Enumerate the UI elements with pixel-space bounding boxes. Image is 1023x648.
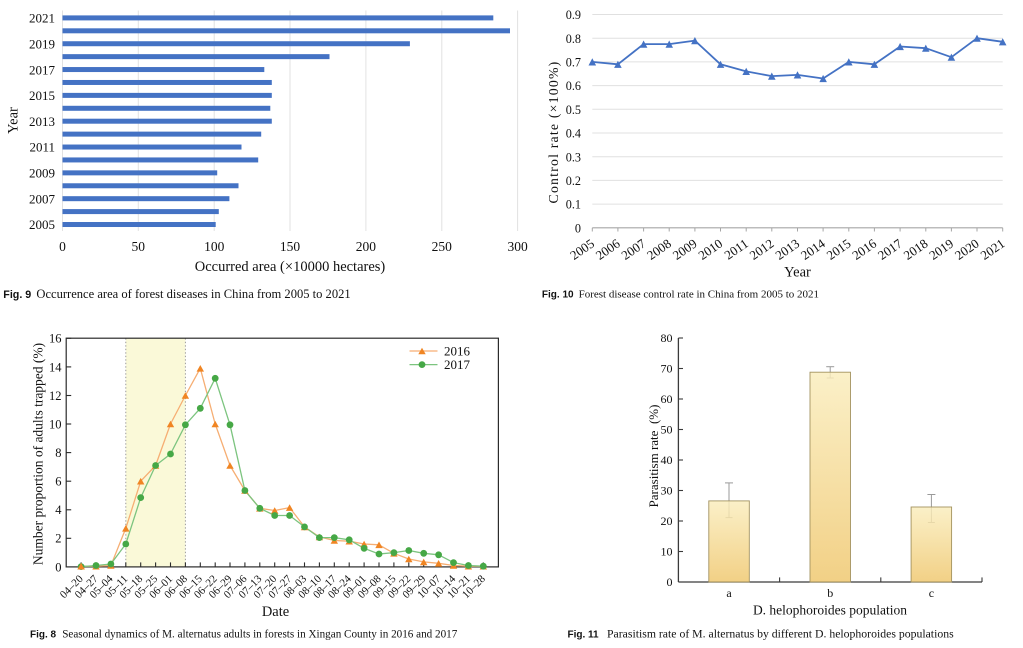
svg-text:2019: 2019 bbox=[926, 236, 956, 263]
svg-text:2019: 2019 bbox=[29, 36, 55, 51]
svg-text:Occurrence area of forest dise: Occurrence area of forest diseases in Ch… bbox=[36, 287, 350, 301]
svg-text:Seasonal dynamics of M. altern: Seasonal dynamics of M. alternatus adult… bbox=[62, 628, 458, 640]
svg-text:0.2: 0.2 bbox=[566, 174, 581, 188]
svg-text:2017: 2017 bbox=[29, 62, 56, 77]
svg-text:2005: 2005 bbox=[567, 236, 597, 263]
svg-text:0: 0 bbox=[667, 575, 673, 589]
svg-text:Parasitism rate (%): Parasitism rate (%) bbox=[646, 405, 661, 508]
svg-text:70: 70 bbox=[661, 362, 673, 376]
svg-text:Parasitism rate of M. alternat: Parasitism rate of M. alternatus by diff… bbox=[607, 628, 954, 641]
svg-text:0: 0 bbox=[59, 239, 66, 254]
svg-text:0.3: 0.3 bbox=[566, 150, 581, 164]
svg-text:0.6: 0.6 bbox=[566, 79, 581, 93]
svg-text:12: 12 bbox=[49, 389, 62, 403]
svg-text:2013: 2013 bbox=[772, 236, 802, 263]
svg-text:2007: 2007 bbox=[618, 235, 648, 262]
svg-text:20: 20 bbox=[661, 514, 673, 528]
svg-text:0.7: 0.7 bbox=[566, 56, 581, 70]
svg-text:0: 0 bbox=[575, 221, 581, 235]
svg-text:2015: 2015 bbox=[824, 236, 854, 263]
svg-text:30: 30 bbox=[661, 484, 673, 498]
svg-text:2005: 2005 bbox=[29, 217, 55, 232]
svg-text:b: b bbox=[827, 586, 833, 600]
svg-text:250: 250 bbox=[432, 239, 453, 254]
svg-text:2006: 2006 bbox=[593, 235, 623, 262]
svg-text:0.8: 0.8 bbox=[566, 32, 581, 46]
svg-text:2008: 2008 bbox=[644, 236, 674, 263]
svg-text:2021: 2021 bbox=[29, 11, 55, 26]
svg-text:c: c bbox=[929, 586, 934, 600]
svg-text:Fig. 11: Fig. 11 bbox=[568, 630, 600, 641]
svg-text:50: 50 bbox=[661, 423, 673, 437]
svg-text:Date: Date bbox=[262, 604, 289, 620]
svg-text:4: 4 bbox=[55, 503, 62, 517]
svg-text:0.1: 0.1 bbox=[566, 198, 581, 212]
svg-text:2021: 2021 bbox=[978, 236, 1008, 263]
svg-text:2016: 2016 bbox=[849, 235, 879, 262]
svg-text:a: a bbox=[726, 586, 732, 600]
svg-text:2: 2 bbox=[55, 532, 61, 546]
svg-text:2007: 2007 bbox=[29, 191, 56, 206]
svg-text:Year: Year bbox=[784, 265, 811, 281]
svg-text:2020: 2020 bbox=[952, 236, 982, 263]
svg-text:2012: 2012 bbox=[747, 236, 777, 263]
svg-text:Year: Year bbox=[6, 107, 22, 134]
svg-text:2018: 2018 bbox=[901, 236, 931, 263]
svg-text:Fig. 9: Fig. 9 bbox=[3, 289, 31, 301]
svg-text:D. helophoroides population: D. helophoroides population bbox=[753, 603, 907, 618]
svg-text:0.5: 0.5 bbox=[566, 103, 581, 117]
svg-text:2011: 2011 bbox=[721, 236, 751, 263]
svg-text:10: 10 bbox=[49, 417, 62, 431]
svg-text:200: 200 bbox=[356, 239, 377, 254]
svg-text:2016: 2016 bbox=[444, 344, 471, 359]
svg-text:10: 10 bbox=[661, 545, 673, 559]
svg-text:Fig. 8: Fig. 8 bbox=[30, 629, 57, 640]
svg-text:2009: 2009 bbox=[670, 236, 700, 263]
svg-text:2013: 2013 bbox=[29, 114, 55, 129]
svg-text:80: 80 bbox=[661, 331, 673, 345]
svg-text:2014: 2014 bbox=[798, 235, 828, 262]
svg-text:150: 150 bbox=[280, 239, 301, 254]
svg-text:0.9: 0.9 bbox=[566, 8, 581, 22]
svg-text:Fig. 10: Fig. 10 bbox=[542, 290, 574, 301]
svg-text:100: 100 bbox=[204, 239, 225, 254]
svg-text:0.4: 0.4 bbox=[566, 127, 581, 141]
svg-text:50: 50 bbox=[132, 239, 146, 254]
svg-text:2010: 2010 bbox=[695, 236, 725, 263]
svg-text:2017: 2017 bbox=[444, 357, 471, 372]
svg-text:2017: 2017 bbox=[875, 235, 905, 262]
svg-text:8: 8 bbox=[55, 446, 61, 460]
svg-text:0: 0 bbox=[55, 560, 61, 574]
svg-text:40: 40 bbox=[661, 453, 673, 467]
svg-text:Number proportion of adults tr: Number proportion of adults trapped (%) bbox=[31, 343, 46, 565]
svg-text:2009: 2009 bbox=[29, 166, 55, 181]
svg-text:300: 300 bbox=[507, 239, 528, 254]
svg-text:60: 60 bbox=[661, 392, 673, 406]
svg-text:14: 14 bbox=[49, 360, 62, 374]
svg-text:Occurred area (×10000 hectares: Occurred area (×10000 hectares) bbox=[195, 259, 386, 275]
svg-text:6: 6 bbox=[55, 475, 61, 489]
svg-text:Control rate (×100%): Control rate (×100%) bbox=[546, 61, 562, 204]
svg-text:16: 16 bbox=[49, 332, 62, 346]
svg-text:2011: 2011 bbox=[29, 140, 55, 155]
svg-text:Forest disease control rate in: Forest disease control rate in China fro… bbox=[579, 289, 819, 301]
svg-text:2015: 2015 bbox=[29, 88, 55, 103]
